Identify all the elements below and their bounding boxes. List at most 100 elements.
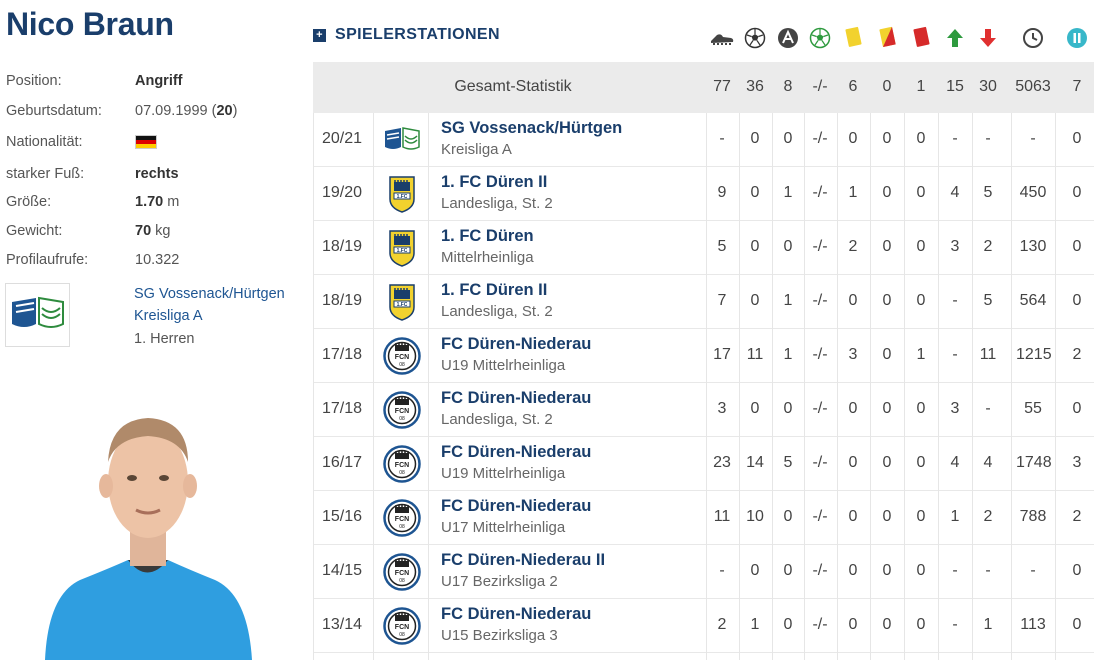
current-club-link[interactable]: SG Vossenack/Hürtgen <box>134 286 285 302</box>
table-row: 18/19 1.FC 1. FC Düren Mittelrheinliga 5 0 0 -/… <box>313 221 1094 275</box>
stat-value: 1 <box>950 508 960 525</box>
column-divider <box>972 113 973 660</box>
season: 19/20 <box>322 184 363 201</box>
section-title[interactable]: + SPIELERSTATIONEN <box>313 26 500 44</box>
height-label: Größe: <box>6 194 52 210</box>
club-logo-vossenack[interactable] <box>383 121 421 159</box>
stat-value: 0 <box>848 562 858 579</box>
stat-value: 11 <box>979 346 997 363</box>
stat-value: 0 <box>750 238 760 255</box>
stat-value: 450 <box>1019 184 1047 201</box>
svg-text:FCN: FCN <box>395 408 409 415</box>
stat-value: 0 <box>916 184 926 201</box>
svg-text:FCN: FCN <box>395 624 409 631</box>
club-logo-niederau[interactable]: FCN 08 <box>383 553 421 591</box>
club-link[interactable]: 1. FC Düren II <box>441 173 548 191</box>
table-row: 17/18 FCN 08 FC Düren-Niederau U19 Mittelrhe… <box>313 329 1094 383</box>
column-divider <box>428 113 429 660</box>
stat-value: 0 <box>1072 562 1082 579</box>
stat-value: - <box>1030 130 1036 147</box>
stat-value: 1 <box>916 346 926 363</box>
expand-icon[interactable]: + <box>313 29 326 42</box>
column-divider <box>870 113 871 660</box>
stat-value: - <box>952 616 958 633</box>
club-link[interactable]: 1. FC Düren <box>441 227 534 245</box>
current-club-logo[interactable] <box>5 283 70 347</box>
stat-value: 0 <box>882 508 892 525</box>
league-name: U19 Mittelrheinliga <box>441 465 566 482</box>
stat-value: 0 <box>783 562 793 579</box>
club-link[interactable]: FC Düren-Niederau <box>441 605 592 623</box>
table-row: 15/16 FCN 08 FC Düren-Niederau U17 Mittelrhe… <box>313 491 1094 545</box>
nationality-label: Nationalität: <box>6 134 83 150</box>
svg-text:FCN: FCN <box>395 462 409 469</box>
league-name: Landesliga, St. 2 <box>441 303 553 320</box>
club-logo-fcdueren[interactable]: 1.FC <box>383 283 421 321</box>
club-logo-fcdueren[interactable]: 1.FC <box>383 229 421 267</box>
total-value: 0 <box>882 78 892 95</box>
stat-value: 0 <box>1072 238 1082 255</box>
position-value: Angriff <box>135 73 183 89</box>
stat-value: 564 <box>1019 292 1047 309</box>
stat-value: 0 <box>848 508 858 525</box>
stat-value: 2 <box>717 616 727 633</box>
season: 18/19 <box>322 238 363 255</box>
club-logo-niederau[interactable]: FCN 08 <box>383 337 421 375</box>
column-divider <box>837 113 838 660</box>
club-link[interactable]: FC Düren-Niederau <box>441 443 592 461</box>
birthdate-value: 07.09.1999 (20) <box>135 103 238 119</box>
svg-text:08: 08 <box>399 524 405 530</box>
club-link[interactable]: SG Vossenack/Hürtgen <box>441 119 623 137</box>
stat-value: 0 <box>882 616 892 633</box>
stat-value: 0 <box>848 130 858 147</box>
stat-value: 0 <box>916 562 926 579</box>
red-card-icon <box>907 24 935 52</box>
stat-value: 0 <box>1072 130 1082 147</box>
views-label: Profilaufrufe: <box>6 252 89 268</box>
weight-value: 70 kg <box>135 223 171 239</box>
stat-value: -/- <box>812 130 828 147</box>
stat-value: 0 <box>783 508 793 525</box>
svg-text:FCN: FCN <box>395 570 409 577</box>
club-logo-niederau[interactable]: FCN 08 <box>383 391 421 429</box>
league-name: U15 Bezirksliga 3 <box>441 627 558 644</box>
stat-value: 113 <box>1020 616 1046 633</box>
club-link[interactable]: FC Düren-Niederau II <box>441 551 606 569</box>
club-link[interactable]: FC Düren-Niederau <box>441 497 592 515</box>
club-logo-niederau[interactable]: FCN 08 <box>383 607 421 645</box>
stat-value: 5 <box>717 238 727 255</box>
club-link[interactable]: FC Düren-Niederau <box>441 335 592 353</box>
stat-value: -/- <box>812 454 828 471</box>
stat-value: 3 <box>848 346 858 363</box>
stat-value: 0 <box>882 238 892 255</box>
svg-text:FCN: FCN <box>395 516 409 523</box>
sub-out-icon <box>974 24 1002 52</box>
column-divider <box>739 113 740 660</box>
league-name: Mittelrheinliga <box>441 249 534 266</box>
league-name: U17 Bezirksliga 2 <box>441 573 558 590</box>
stat-value: 1 <box>750 616 760 633</box>
table-row: 19/20 1.FC 1. FC Düren II Landesliga, St. 2… <box>313 167 1094 221</box>
stat-value: - <box>985 400 991 417</box>
stat-value: - <box>952 130 958 147</box>
club-logo-niederau[interactable]: FCN 08 <box>383 445 421 483</box>
stat-value: 7 <box>717 292 727 309</box>
stat-value: 2 <box>983 508 993 525</box>
column-divider <box>706 113 707 660</box>
total-value: 30 <box>979 78 997 95</box>
stat-value: 3 <box>717 400 727 417</box>
stat-value: 0 <box>783 400 793 417</box>
stat-value: 0 <box>916 400 926 417</box>
stat-value: - <box>719 130 725 147</box>
club-link[interactable]: FC Düren-Niederau <box>441 389 592 407</box>
season: 16/17 <box>322 454 363 471</box>
stat-value: 10 <box>746 508 764 525</box>
club-logo-fcdueren[interactable]: 1.FC <box>383 175 421 213</box>
club-link[interactable]: 1. FC Düren II <box>441 281 548 299</box>
stat-value: 0 <box>916 130 926 147</box>
total-stats-label: Gesamt-Statistik <box>454 78 572 95</box>
current-club-league-link[interactable]: Kreisliga A <box>134 308 203 324</box>
club-logo-niederau[interactable]: FCN 08 <box>383 499 421 537</box>
stat-value: 5 <box>983 184 993 201</box>
germany-flag-icon <box>135 131 157 153</box>
